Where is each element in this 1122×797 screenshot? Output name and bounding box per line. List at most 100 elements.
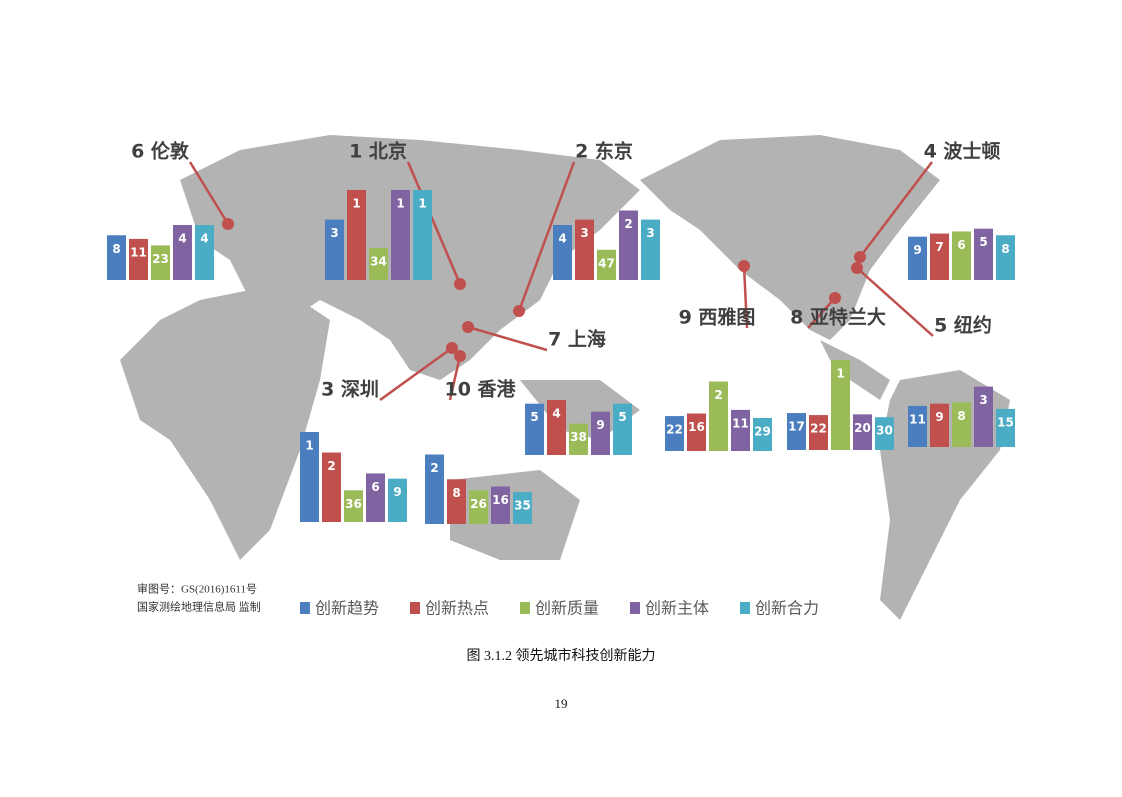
value-label: 8 bbox=[112, 242, 120, 256]
value-label: 7 bbox=[935, 240, 943, 254]
legend-label: 创新热点 bbox=[425, 599, 489, 618]
bar bbox=[575, 219, 594, 280]
city-dot bbox=[513, 305, 525, 317]
value-label: 4 bbox=[558, 232, 566, 246]
bar bbox=[391, 190, 410, 280]
value-label: 2 bbox=[714, 388, 722, 402]
value-label: 4 bbox=[178, 232, 186, 246]
value-label: 26 bbox=[470, 497, 487, 511]
bar bbox=[369, 247, 388, 280]
city-label: 5 纽约 bbox=[934, 314, 992, 337]
value-label: 34 bbox=[370, 254, 387, 268]
value-label: 8 bbox=[452, 486, 460, 500]
city-dot bbox=[446, 342, 458, 354]
bar bbox=[547, 400, 566, 455]
legend-swatch bbox=[410, 602, 420, 614]
leader-line bbox=[467, 325, 548, 352]
bar bbox=[619, 210, 638, 280]
value-label: 16 bbox=[688, 420, 705, 434]
bar bbox=[366, 473, 385, 522]
bar bbox=[344, 490, 363, 522]
leader-line bbox=[188, 161, 230, 225]
value-label: 1 bbox=[305, 439, 313, 453]
value-label: 6 bbox=[957, 238, 965, 252]
bar bbox=[641, 219, 660, 280]
bar bbox=[322, 452, 341, 522]
value-label: 36 bbox=[345, 497, 362, 511]
bar bbox=[151, 245, 170, 280]
value-label: 2 bbox=[624, 217, 632, 231]
value-label: 8 bbox=[957, 409, 965, 423]
value-label: 11 bbox=[909, 412, 926, 426]
city-dot bbox=[854, 251, 866, 263]
legend-swatch bbox=[630, 602, 640, 614]
value-label: 2 bbox=[327, 459, 335, 473]
city-dot bbox=[222, 218, 234, 230]
bar bbox=[687, 413, 706, 451]
bar bbox=[325, 219, 344, 280]
value-label: 23 bbox=[152, 252, 169, 266]
value-label: 1 bbox=[836, 367, 844, 381]
bar bbox=[553, 225, 572, 280]
bar bbox=[930, 233, 949, 280]
bar bbox=[413, 190, 432, 280]
value-label: 22 bbox=[810, 422, 827, 436]
leader-line bbox=[448, 355, 462, 401]
caption: 图 3.1.2 领先城市科技创新能力 bbox=[467, 647, 656, 664]
legend-swatch bbox=[740, 602, 750, 614]
city-label: 9 西雅图 bbox=[679, 307, 756, 329]
value-label: 17 bbox=[788, 420, 805, 434]
bar bbox=[591, 411, 610, 455]
bar bbox=[491, 486, 510, 524]
bar bbox=[525, 403, 544, 455]
leader-line bbox=[406, 161, 462, 285]
value-label: 1 bbox=[352, 197, 360, 211]
city-label: 10 香港 bbox=[444, 379, 516, 401]
city-dot bbox=[454, 278, 466, 290]
bar bbox=[195, 225, 214, 280]
value-label: 8 bbox=[1001, 242, 1009, 256]
bar bbox=[569, 423, 588, 455]
value-label: 11 bbox=[130, 245, 147, 259]
bar bbox=[974, 228, 993, 280]
city-dot bbox=[462, 321, 474, 333]
leader-line bbox=[517, 161, 576, 312]
legend-swatch bbox=[520, 602, 530, 614]
city-label: 8 亚特兰大 bbox=[790, 306, 886, 329]
bar bbox=[107, 235, 126, 280]
value-label: 1 bbox=[396, 197, 404, 211]
legend-label: 创新合力 bbox=[755, 599, 819, 618]
value-label: 11 bbox=[732, 416, 749, 430]
value-label: 9 bbox=[913, 243, 921, 257]
bar bbox=[173, 225, 192, 280]
legend-label: 创新趋势 bbox=[315, 599, 379, 618]
bar bbox=[787, 413, 806, 450]
value-label: 22 bbox=[666, 423, 683, 437]
legend-swatch bbox=[300, 602, 310, 614]
value-label: 3 bbox=[646, 226, 654, 240]
value-label: 29 bbox=[754, 425, 771, 439]
value-label: 5 bbox=[979, 235, 987, 249]
value-label: 6 bbox=[371, 480, 379, 494]
map-note: 国家测绘地理信息局 监制 bbox=[137, 600, 261, 614]
leader-line bbox=[859, 161, 933, 258]
value-label: 2 bbox=[430, 461, 438, 475]
value-label: 5 bbox=[618, 410, 626, 424]
city-label: 4 波士顿 bbox=[924, 140, 1001, 163]
bar bbox=[753, 418, 772, 451]
legend-label: 创新质量 bbox=[535, 599, 599, 618]
city-label: 1 北京 bbox=[349, 140, 407, 163]
bar bbox=[513, 492, 532, 524]
value-label: 3 bbox=[580, 226, 588, 240]
bar bbox=[831, 360, 850, 450]
bar bbox=[709, 381, 728, 451]
bar bbox=[875, 417, 894, 450]
bar bbox=[388, 478, 407, 522]
value-label: 3 bbox=[330, 226, 338, 240]
value-label: 4 bbox=[200, 232, 208, 246]
city-label: 6 伦敦 bbox=[131, 140, 190, 163]
bar bbox=[469, 490, 488, 524]
value-label: 35 bbox=[514, 499, 531, 513]
